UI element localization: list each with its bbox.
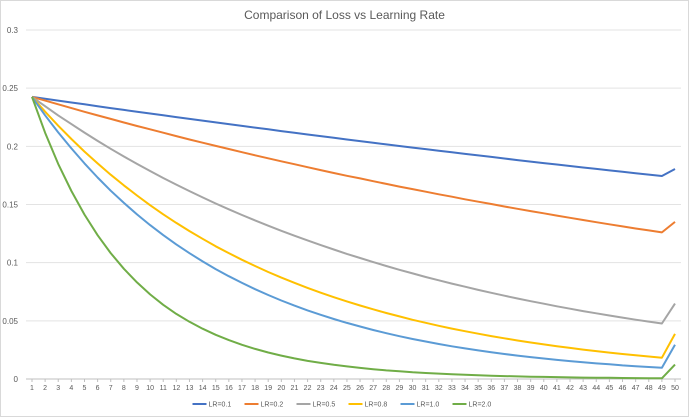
x-tick-label: 31 bbox=[422, 385, 430, 392]
x-tick-label: 3 bbox=[56, 385, 60, 392]
x-tick-label: 35 bbox=[474, 385, 482, 392]
x-tick-label: 47 bbox=[632, 385, 640, 392]
y-tick-label: 0.05 bbox=[2, 317, 18, 326]
x-tick-label: 21 bbox=[291, 385, 299, 392]
x-tick-label: 4 bbox=[69, 385, 73, 392]
y-tick-label: 0 bbox=[14, 375, 19, 384]
x-tick-label: 18 bbox=[251, 385, 259, 392]
x-tick-label: 36 bbox=[487, 385, 495, 392]
x-tick-label: 37 bbox=[501, 385, 509, 392]
series-line-lr-0-8 bbox=[31, 96, 676, 359]
x-tick-label: 39 bbox=[527, 385, 535, 392]
series-line-lr-0-5 bbox=[31, 96, 676, 325]
x-tick-label: 43 bbox=[579, 385, 587, 392]
y-tick-label: 0.25 bbox=[2, 84, 18, 93]
legend-label: LR=1.0 bbox=[417, 402, 440, 409]
series-line-lr-0-2 bbox=[31, 95, 676, 234]
x-tick-label: 42 bbox=[566, 385, 574, 392]
y-tick-label: 0.2 bbox=[7, 142, 19, 151]
x-tick-label: 46 bbox=[619, 385, 627, 392]
x-tick-label: 38 bbox=[514, 385, 522, 392]
x-tick-label: 29 bbox=[396, 385, 404, 392]
x-tick-label: 30 bbox=[409, 385, 417, 392]
x-tick-label: 26 bbox=[356, 385, 364, 392]
legend-label: LR=0.5 bbox=[313, 402, 336, 409]
x-tick-label: 19 bbox=[264, 385, 272, 392]
x-tick-label: 9 bbox=[135, 385, 139, 392]
x-tick-label: 24 bbox=[330, 385, 338, 392]
x-tick-label: 6 bbox=[96, 385, 100, 392]
y-tick-label: 0.15 bbox=[2, 201, 18, 210]
x-tick-label: 23 bbox=[317, 385, 325, 392]
x-tick-label: 50 bbox=[671, 385, 679, 392]
y-tick-label: 0.3 bbox=[7, 26, 19, 35]
x-tick-label: 48 bbox=[645, 385, 653, 392]
x-tick-label: 2 bbox=[43, 385, 47, 392]
x-tick-label: 13 bbox=[186, 385, 194, 392]
x-tick-label: 11 bbox=[160, 385, 167, 392]
x-tick-label: 45 bbox=[605, 385, 613, 392]
x-tick-label: 41 bbox=[553, 385, 561, 392]
x-tick-label: 17 bbox=[238, 385, 246, 392]
legend-label: LR=2.0 bbox=[469, 402, 492, 409]
legend-label: LR=0.2 bbox=[261, 402, 284, 409]
x-tick-label: 7 bbox=[109, 385, 113, 392]
x-tick-label: 12 bbox=[172, 385, 180, 392]
x-tick-label: 14 bbox=[199, 385, 207, 392]
x-tick-label: 1 bbox=[30, 385, 34, 392]
x-tick-label: 34 bbox=[461, 385, 469, 392]
y-tick-label: 0.1 bbox=[7, 259, 19, 268]
x-tick-label: 22 bbox=[304, 385, 312, 392]
legend-label: LR=0.1 bbox=[209, 402, 232, 409]
legend-label: LR=0.8 bbox=[365, 402, 388, 409]
x-tick-label: 33 bbox=[448, 385, 456, 392]
x-tick-label: 44 bbox=[592, 385, 600, 392]
x-tick-label: 8 bbox=[122, 385, 126, 392]
x-tick-label: 27 bbox=[369, 385, 377, 392]
x-tick-label: 40 bbox=[540, 385, 548, 392]
series-line-lr-1-0 bbox=[31, 96, 676, 369]
x-tick-label: 15 bbox=[212, 385, 220, 392]
x-tick-label: 28 bbox=[382, 385, 390, 392]
series-line-lr-0-1 bbox=[31, 95, 676, 177]
x-tick-label: 32 bbox=[435, 385, 443, 392]
x-tick-label: 5 bbox=[83, 385, 87, 392]
x-tick-label: 10 bbox=[146, 385, 154, 392]
x-tick-label: 20 bbox=[277, 385, 285, 392]
chart-title: Comparison of Loss vs Learning Rate bbox=[244, 8, 445, 22]
x-tick-label: 49 bbox=[658, 385, 666, 392]
x-tick-label: 16 bbox=[225, 385, 233, 392]
series-line-lr-2-0 bbox=[31, 96, 676, 380]
x-tick-label: 25 bbox=[343, 385, 351, 392]
